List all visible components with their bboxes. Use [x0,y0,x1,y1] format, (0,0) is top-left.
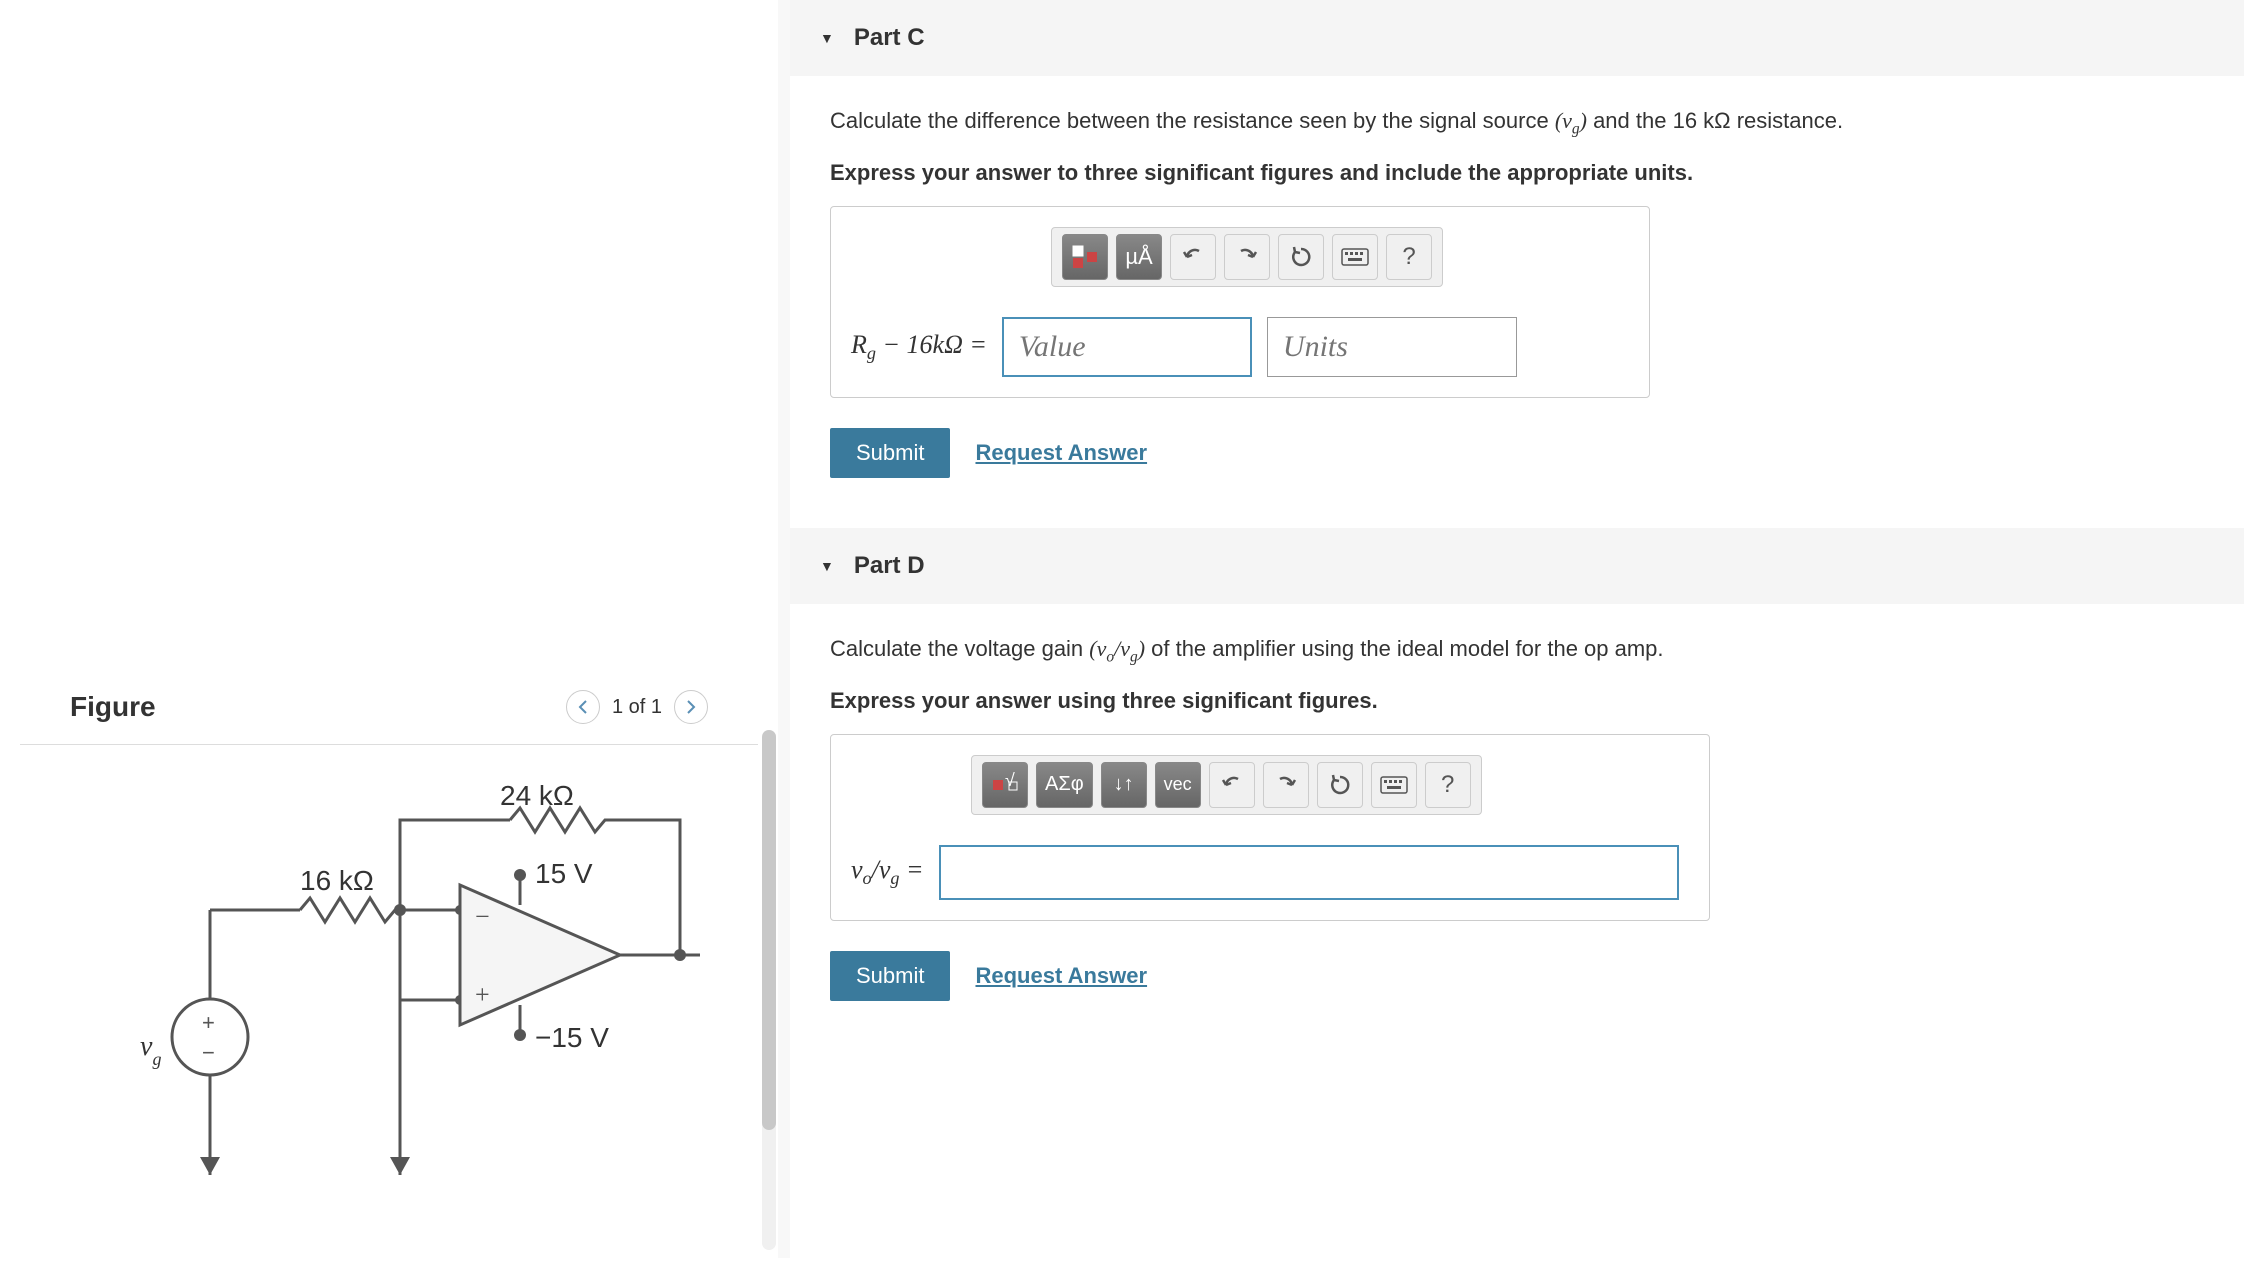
part-c-submit-button[interactable]: Submit [830,428,950,478]
svg-text:−: − [475,902,490,931]
part-d-input-row: vo/vg = [851,845,1689,900]
part-d-eq-label: vo/vg = [851,855,924,889]
vpos-label: 15 V [535,858,593,889]
keyboard-icon [1380,776,1408,794]
part-c-header[interactable]: ▼ Part C [790,0,2244,76]
figure-next-button[interactable] [674,690,708,724]
reset-icon [1328,773,1352,797]
redo-button[interactable] [1263,762,1309,808]
circuit-diagram: − + + − + − 24 kΩ 16 kΩ 15 V −15 V vg vo [20,745,758,1268]
figure-title: Figure [70,691,156,723]
collapse-icon: ▼ [820,558,834,574]
part-d-request-answer-link[interactable]: Request Answer [975,963,1147,989]
part-d-answer-box: √ ΑΣφ ↓↑ vec [830,734,1710,921]
part-c-section: ▼ Part C Calculate the difference betwee… [790,0,2244,508]
part-d-actions: Submit Request Answer [830,951,2204,1001]
part-c-title: Part C [854,24,925,52]
part-c-question: Calculate the difference between the res… [830,106,2204,140]
keyboard-button[interactable] [1371,762,1417,808]
help-button[interactable]: ? [1386,234,1432,280]
part-d-toolbar: √ ΑΣφ ↓↑ vec [971,755,1482,815]
svg-text:−: − [202,1040,215,1065]
figure-header: Figure 1 of 1 [20,680,758,745]
part-c-eq-label: Rg − 16kΩ = [851,330,987,364]
figure-panel: Figure 1 of 1 [0,0,790,1258]
part-c-toolbar: µÅ ? [1051,227,1443,287]
part-c-body: Calculate the difference between the res… [790,76,2244,508]
chevron-right-icon [685,699,697,715]
svg-text:√: √ [1005,772,1015,790]
undo-icon [1181,247,1205,267]
swap-tool-button[interactable]: ↓↑ [1101,762,1147,808]
r1-label: 16 kΩ [300,865,374,896]
keyboard-button[interactable] [1332,234,1378,280]
scrollbar[interactable] [762,730,776,1250]
part-d-title: Part D [854,552,925,580]
vneg-label: −15 V [535,1022,609,1053]
vg-label: vg [140,1031,161,1069]
redo-icon [1235,247,1259,267]
vec-tool-button[interactable]: vec [1155,762,1201,808]
figure-prev-button[interactable] [566,690,600,724]
part-c-units-input[interactable] [1267,317,1517,377]
undo-button[interactable] [1170,234,1216,280]
part-c-instruction: Express your answer to three significant… [830,160,2204,186]
collapse-icon: ▼ [820,30,834,46]
redo-icon [1274,775,1298,795]
template-icon [1071,244,1099,270]
questions-panel: ▼ Part C Calculate the difference betwee… [790,0,2244,1258]
figure-nav: 1 of 1 [566,690,708,724]
help-button[interactable]: ? [1425,762,1471,808]
undo-button[interactable] [1209,762,1255,808]
chevron-left-icon [577,699,589,715]
reset-button[interactable] [1278,234,1324,280]
undo-icon [1220,775,1244,795]
svg-text:+: + [475,980,490,1009]
reset-button[interactable] [1317,762,1363,808]
template-tool-button[interactable] [1062,234,1108,280]
part-d-body: Calculate the voltage gain (vo/vg) of th… [790,604,2244,1031]
part-d-section: ▼ Part D Calculate the voltage gain (vo/… [790,528,2244,1031]
part-d-instruction: Express your answer using three signific… [830,688,2204,714]
part-c-value-input[interactable] [1002,317,1252,377]
reset-icon [1289,245,1313,269]
keyboard-icon [1341,248,1369,266]
greek-tool-button[interactable]: ΑΣφ [1036,762,1093,808]
part-c-input-row: Rg − 16kΩ = [851,317,1629,377]
svg-text:+: + [202,1010,215,1035]
redo-button[interactable] [1224,234,1270,280]
part-c-actions: Submit Request Answer [830,428,2204,478]
template-icon: √ [991,772,1019,798]
template-tool-button[interactable]: √ [982,762,1028,808]
part-d-submit-button[interactable]: Submit [830,951,950,1001]
part-d-value-input[interactable] [939,845,1679,900]
part-c-request-answer-link[interactable]: Request Answer [975,440,1147,466]
scrollbar-thumb[interactable] [762,730,776,1130]
part-c-answer-box: µÅ ? [830,206,1650,398]
figure-nav-text: 1 of 1 [612,696,662,719]
r2-label: 24 kΩ [500,780,574,811]
part-d-header[interactable]: ▼ Part D [790,528,2244,604]
units-tool-button[interactable]: µÅ [1116,234,1162,280]
part-d-question: Calculate the voltage gain (vo/vg) of th… [830,634,2204,668]
